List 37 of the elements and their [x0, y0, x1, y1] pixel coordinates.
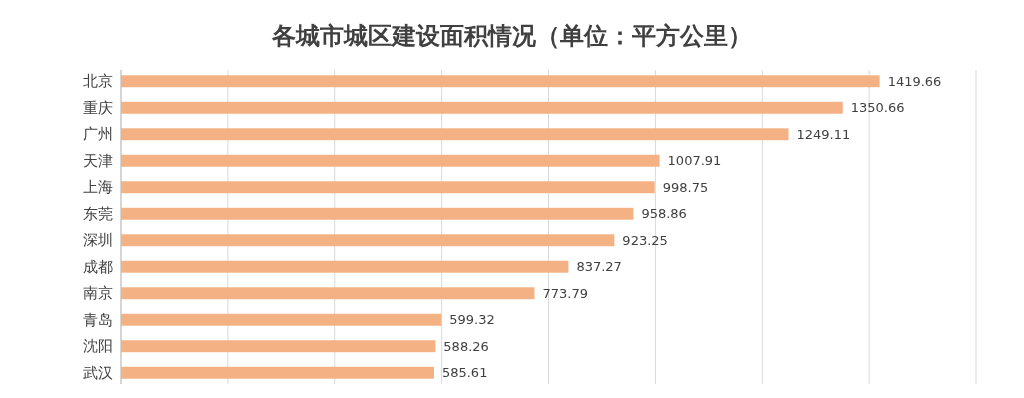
y-tick-label: 深圳: [83, 231, 113, 250]
data-label: 1419.66: [887, 73, 942, 89]
data-label: 588.26: [443, 338, 489, 354]
y-tick-label: 青岛: [83, 310, 113, 329]
data-label: 837.27: [576, 259, 622, 275]
y-tick-label: 东莞: [83, 204, 113, 223]
chart-title: 各城市城区建设面积情况（单位：平方公里）: [271, 21, 752, 50]
bar: [121, 260, 569, 273]
data-label: 1350.66: [850, 100, 905, 116]
bar: [121, 207, 634, 220]
y-tick-label: 成都: [83, 257, 113, 276]
bar: [121, 340, 436, 353]
data-label: 1249.11: [796, 126, 851, 142]
data-label: 923.25: [622, 232, 668, 248]
data-label: 998.75: [662, 179, 709, 195]
data-label: 585.61: [441, 365, 488, 381]
data-label: 773.79: [542, 285, 588, 301]
y-tick-label: 武汉: [83, 363, 113, 382]
bar: [121, 366, 434, 379]
y-tick-label: 广州: [83, 125, 113, 144]
data-label: 958.86: [641, 206, 687, 222]
y-tick-label: 天津: [83, 151, 113, 170]
y-tick-label: 重庆: [83, 98, 113, 117]
bar: [121, 234, 615, 247]
bar: [121, 181, 655, 194]
y-tick-label: 沈阳: [83, 337, 113, 356]
y-tick-label: 南京: [83, 284, 113, 303]
bar: [121, 154, 660, 167]
y-tick-label: 北京: [83, 72, 113, 91]
bar: [121, 313, 442, 326]
data-label: 1007.91: [667, 153, 722, 169]
bar: [121, 101, 843, 114]
bar: [121, 287, 535, 300]
data-label: 599.32: [449, 312, 495, 328]
bar: [121, 128, 789, 141]
bar: [121, 75, 880, 88]
y-tick-label: 上海: [83, 178, 113, 197]
